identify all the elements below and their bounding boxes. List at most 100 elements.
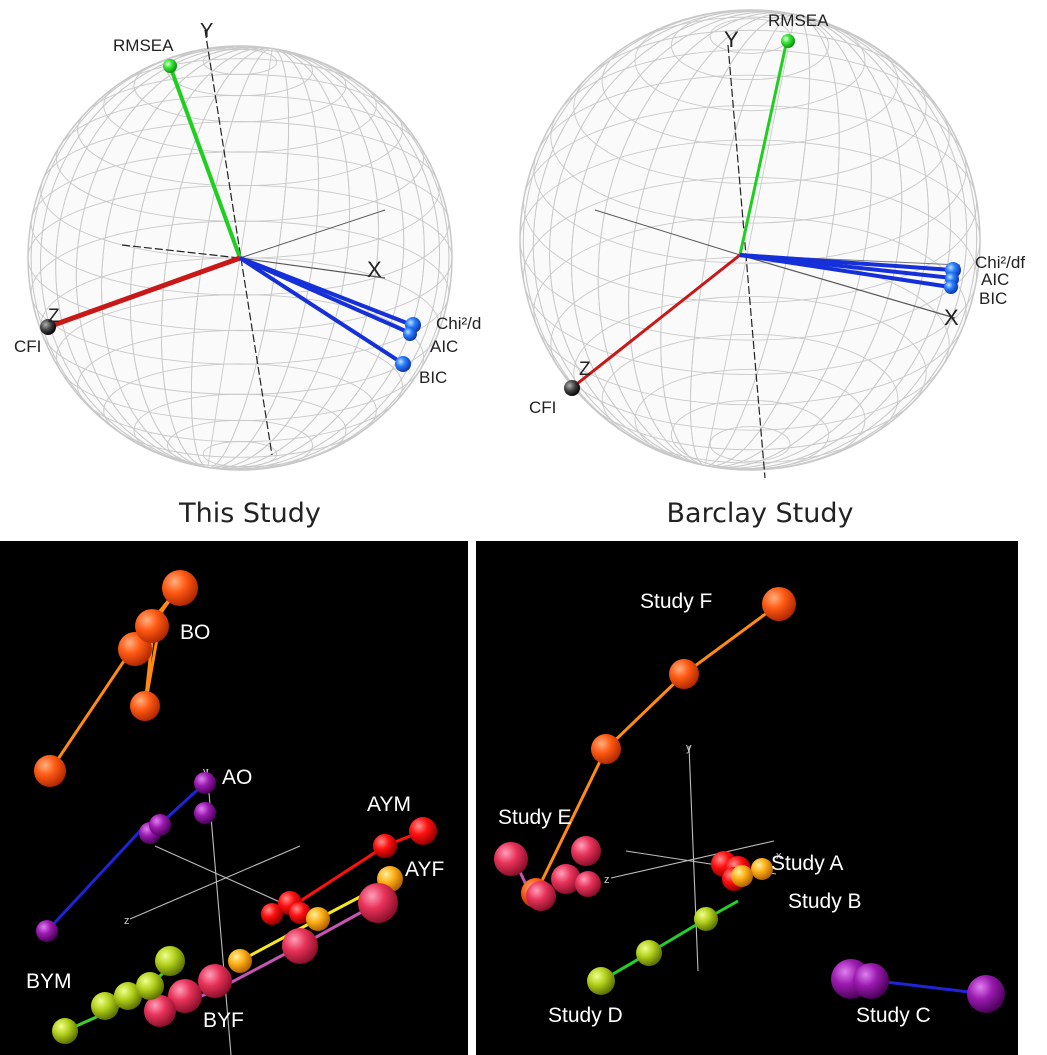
- chi-label: Chi²/df: [975, 253, 1025, 272]
- y-axis: [727, 44, 766, 479]
- aym-point: [373, 834, 397, 858]
- study-b-point: [751, 858, 773, 880]
- rmsea-vector: [168, 65, 242, 259]
- ayf-point: [228, 949, 252, 973]
- label-study-a: Study A: [771, 852, 843, 875]
- bic-vector: [739, 253, 951, 289]
- x-axis: [239, 257, 386, 279]
- byf-point: [168, 979, 202, 1013]
- bic-label: BIC: [419, 368, 447, 387]
- label-study-c: Study C: [856, 1004, 931, 1027]
- wire-latitude: [523, 176, 977, 375]
- byf-point: [282, 928, 318, 964]
- y-axis-small-label: y: [686, 742, 692, 754]
- aic-label: AIC: [430, 337, 458, 356]
- z-axis-label: Z: [48, 306, 60, 327]
- wire-latitude: [520, 139, 980, 341]
- rmsea-label: RMSEA: [113, 36, 174, 55]
- label-study-b: Study B: [788, 890, 862, 913]
- label-byf: BYF: [203, 1009, 244, 1032]
- byf-point: [198, 964, 232, 998]
- chi-label: Chi²/d: [436, 314, 481, 333]
- z-axis-small-label: z: [604, 874, 610, 886]
- x-axis-left-arm: [121, 244, 241, 259]
- bym-point: [155, 946, 185, 976]
- aym-point: [409, 817, 437, 845]
- rmsea-point: [163, 59, 177, 73]
- bic-vector: [238, 256, 404, 365]
- study-d-point: [587, 967, 615, 995]
- aic-point: [403, 327, 417, 341]
- ao-point: [194, 802, 216, 824]
- bic-label: BIC: [979, 289, 1007, 308]
- study-d-path: [600, 899, 739, 983]
- bo-point: [135, 609, 169, 643]
- sphere-right: Y X Z RMSEA CFI Chi²/df AIC BIC: [519, 9, 1025, 479]
- bo-point: [162, 570, 198, 606]
- sphere-left: Y X Z RMSEA CFI Chi²/d AIC BIC: [14, 20, 481, 471]
- y-axis: [204, 29, 273, 456]
- study-d-point: [636, 940, 662, 966]
- bic-point: [944, 280, 958, 294]
- bo-point: [130, 691, 160, 721]
- study-f-point: [669, 659, 699, 689]
- label-study-d: Study D: [548, 1004, 623, 1027]
- y-axis-small-label: y: [203, 766, 209, 778]
- bym-point: [52, 1018, 78, 1044]
- z-axis-small-label: z: [124, 915, 130, 927]
- label-bo: BO: [180, 621, 210, 644]
- wire-latitude: [573, 29, 927, 184]
- label-study-e: Study E: [498, 806, 572, 829]
- rmsea-point: [781, 34, 795, 48]
- cfi-vector: [47, 255, 241, 330]
- aic-label: AIC: [981, 270, 1009, 289]
- label-aym: AYM: [367, 793, 411, 816]
- scatter-right: y z x Study F Study E Study A Study B St…: [476, 541, 1018, 1055]
- wire-latitude: [601, 333, 899, 464]
- ao-point: [36, 920, 58, 942]
- study-e-point: [551, 864, 581, 894]
- bym-point: [91, 992, 119, 1020]
- aic-vector: [239, 256, 411, 335]
- wire-latitude: [709, 426, 791, 462]
- y-axis-label: Y: [200, 20, 213, 42]
- x-axis: [739, 254, 956, 319]
- byf-point: [144, 995, 176, 1027]
- byf-point: [358, 883, 398, 923]
- bym-point: [136, 972, 164, 1000]
- z-axis-label: Z: [579, 359, 591, 380]
- x-axis-back: [594, 209, 741, 256]
- study-e-point: [575, 871, 601, 897]
- bym-point: [114, 982, 142, 1010]
- aym-point: [261, 903, 283, 925]
- cfi-point: [564, 380, 580, 396]
- caption-barclay-study: Barclay Study: [666, 498, 854, 529]
- study-e-point: [526, 881, 556, 911]
- cfi-label: CFI: [14, 337, 41, 356]
- label-bym: BYM: [26, 970, 72, 993]
- study-d-point: [694, 907, 718, 931]
- label-study-f: Study F: [640, 590, 712, 613]
- caption-this-study: This Study: [179, 498, 321, 529]
- cfi-vector: [572, 253, 741, 389]
- wire-latitude: [550, 49, 950, 224]
- label-ayf: AYF: [405, 858, 444, 881]
- wire-latitude: [573, 296, 927, 451]
- cfi-point: [40, 319, 56, 335]
- study-f-path: [534, 602, 780, 894]
- aym-point: [289, 902, 311, 924]
- scatter-background: [476, 541, 1018, 1055]
- study-c-point: [967, 975, 1005, 1013]
- x-axis-small-label: x: [776, 850, 782, 862]
- label-ao: AO: [222, 766, 252, 789]
- study-f-point: [591, 734, 621, 764]
- study-c-point: [853, 963, 889, 999]
- ao-point: [149, 814, 171, 836]
- z-axis-back: [239, 209, 386, 259]
- wire-latitude: [601, 16, 899, 147]
- x-axis-label: X: [367, 257, 382, 282]
- ao-point: [194, 772, 216, 794]
- rmsea-vector: [738, 39, 789, 256]
- study-e-point: [571, 836, 601, 866]
- study-f-point: [762, 587, 796, 621]
